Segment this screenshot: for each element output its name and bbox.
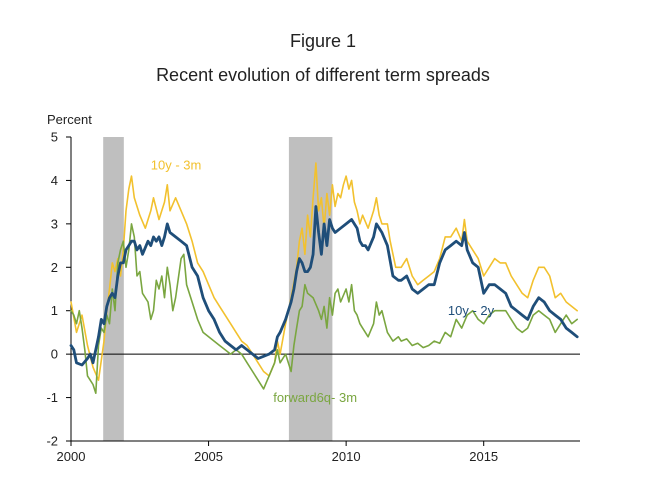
series-label: 10y - 2y — [448, 303, 495, 318]
series-label: forward6q- 3m — [273, 390, 357, 405]
y-tick-label: 0 — [51, 347, 58, 362]
figure-label: Figure 1 — [289, 31, 357, 51]
series-line-10y-3m — [70, 162, 578, 381]
x-tick-label: 2010 — [332, 449, 361, 464]
series-line-10y-2y — [69, 205, 579, 367]
y-tick-label: 1 — [51, 303, 58, 318]
chart-title: Recent evolution of different term sprea… — [156, 65, 490, 85]
title-block: Figure 1 Recent evolution of different t… — [0, 28, 646, 88]
y-tick-label: 5 — [51, 130, 58, 145]
y-tick-label: 3 — [51, 216, 58, 231]
x-tick-label: 2005 — [194, 449, 223, 464]
recession-band — [103, 137, 124, 441]
y-tick-label: -1 — [46, 390, 58, 405]
x-tick-label: 2000 — [57, 449, 86, 464]
y-tick-label: -2 — [46, 434, 58, 449]
y-tick-label: 2 — [51, 260, 58, 275]
series-line-forward6q-3m — [70, 223, 578, 394]
series-label: 10y - 3m — [151, 158, 202, 173]
recession-band — [288, 137, 333, 441]
x-tick-label: 2015 — [469, 449, 498, 464]
y-axis-unit-label: Percent — [47, 112, 92, 127]
y-tick-label: 4 — [51, 173, 58, 188]
